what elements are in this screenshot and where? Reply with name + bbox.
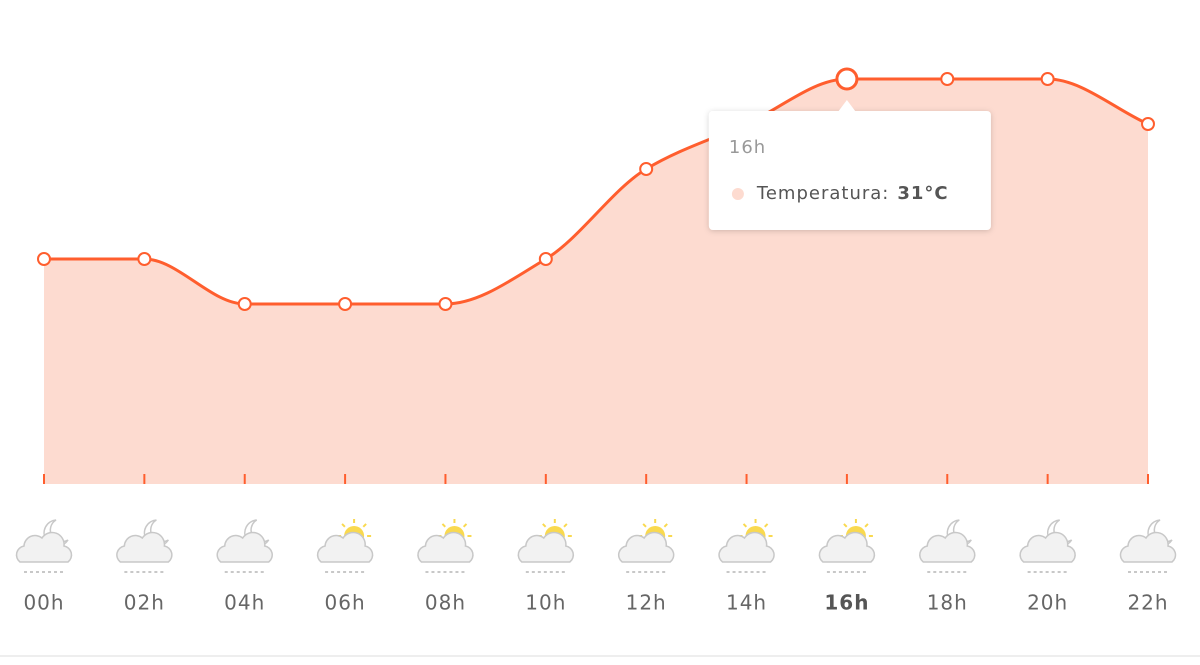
tooltip-series: Temperatura: [756,183,889,204]
weather-icon [1119,519,1177,573]
sun-ray [542,523,547,528]
x-tick-label: 14h [726,591,767,615]
x-tick-label: 06h [325,591,366,615]
cloud [216,531,273,563]
sun-ray [462,523,468,528]
sun-ray [642,523,647,528]
cloud [818,531,876,563]
data-point[interactable] [237,297,252,311]
cloud [316,531,374,563]
weather-icon [316,519,374,573]
sun-ray [864,523,869,528]
x-tick-label: 18h [927,591,968,615]
weather-icon [417,519,474,573]
data-point[interactable] [438,297,453,311]
sun-ray [663,523,668,528]
data-point[interactable] [639,162,654,176]
cloud [417,531,474,563]
sun-ray [563,523,568,528]
weather-icon [919,519,976,573]
sun-ray [764,523,769,528]
x-tick-label: 16h [824,591,869,615]
weather-icon [116,519,173,573]
x-tick-label: 04h [224,591,265,615]
tooltip-value: 31°C [897,183,948,204]
cloud [1119,531,1177,563]
weather-icon [1019,519,1076,573]
weather-icon [216,519,273,573]
tooltip-label: Temperatura: 31°C [756,183,949,204]
sun-ray [742,523,748,528]
weather-icon [15,519,73,573]
tooltip-box [708,111,991,230]
tooltip: 16h Temperatura: 31°C [708,100,991,230]
data-point[interactable] [37,252,51,266]
data-point[interactable] [835,67,859,91]
data-point[interactable] [338,297,353,311]
sun-ray [843,523,848,528]
weather-icon [818,519,876,573]
tooltip-pointer [837,100,856,112]
data-point[interactable] [940,72,955,86]
temperature-line [44,77,1149,306]
x-tick-label: 12h [626,591,667,615]
x-tick-label: 08h [425,591,466,615]
x-tick-label: 02h [124,591,165,615]
weather-icon [617,519,675,573]
x-tick-label: 00h [23,591,64,615]
cloud [116,531,173,563]
tooltip-title: 16h [729,137,766,158]
sun-ray [362,523,367,528]
data-point[interactable] [137,252,152,266]
data-point[interactable] [1040,72,1055,86]
x-tick-label: 10h [525,591,566,615]
sun-ray [341,523,346,528]
x-tick-label: 20h [1027,591,1068,615]
data-point[interactable] [1141,117,1155,131]
x-tick-label: 22h [1127,591,1168,615]
sun-ray [441,523,446,528]
cloud [718,531,775,563]
cloud [15,531,73,563]
cloud [517,531,575,563]
cloud [1019,531,1076,563]
cloud [919,531,976,563]
tooltip-swatch [731,188,744,200]
weather-icon [718,519,775,573]
data-point[interactable] [538,252,553,266]
cloud [617,531,675,563]
weather-icon [517,519,575,573]
